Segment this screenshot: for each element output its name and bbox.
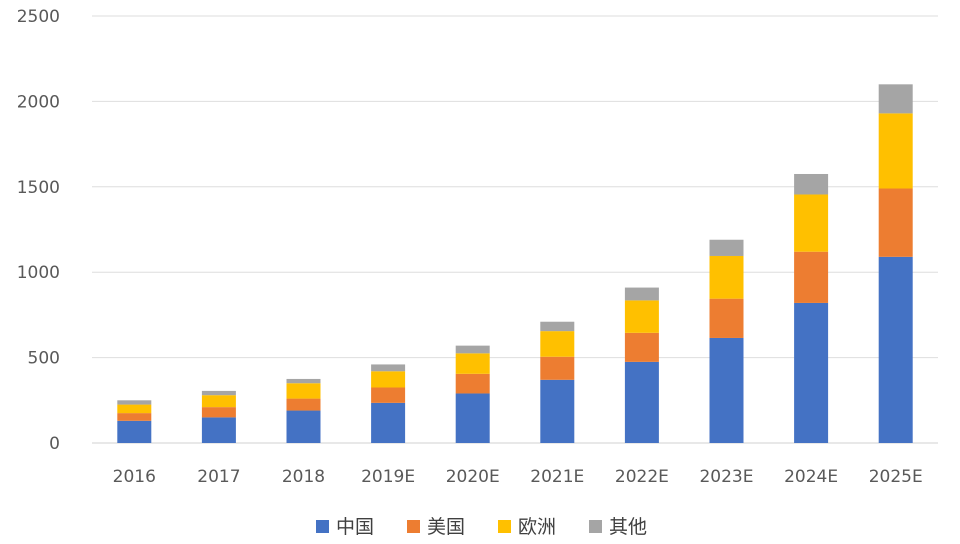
legend-swatch	[407, 520, 420, 533]
bar-segment	[117, 404, 152, 414]
bar-segment	[540, 379, 575, 443]
bar-segment	[878, 84, 913, 114]
bar-segment	[794, 194, 829, 252]
bar-segment	[455, 373, 490, 394]
bar-segment	[709, 337, 744, 443]
legend-label: 美国	[427, 516, 465, 538]
x-tick-label: 2025E	[869, 467, 923, 487]
bar-segment	[624, 361, 659, 443]
bar-segment	[878, 256, 913, 443]
bar-segment	[286, 378, 321, 384]
bar-segment	[371, 387, 406, 403]
legend-swatch	[498, 520, 511, 533]
y-tick-label: 0	[49, 434, 60, 454]
legend-swatch	[316, 520, 329, 533]
legend-label: 其他	[609, 516, 647, 538]
bar-segment	[455, 345, 490, 354]
x-tick-label: 2018	[282, 467, 325, 487]
bar-segment	[794, 251, 829, 303]
bar-segment	[286, 398, 321, 411]
x-tick-label: 2016	[113, 467, 156, 487]
y-tick-label: 1000	[17, 263, 60, 283]
bar-segment	[117, 400, 152, 405]
bar-segment	[201, 390, 236, 396]
bar-segment	[794, 173, 829, 195]
bar-segment	[709, 298, 744, 338]
bar-segment	[709, 239, 744, 256]
bar-segment	[624, 287, 659, 301]
x-tick-label: 2022E	[615, 467, 669, 487]
y-tick-label: 2000	[17, 92, 60, 112]
bar-segment	[624, 332, 659, 362]
bar-segment	[201, 395, 236, 408]
legend: 中国 美国 欧洲 其他	[316, 516, 647, 538]
bar-segment	[117, 420, 152, 443]
legend-label: 欧洲	[518, 516, 556, 538]
legend-label: 中国	[336, 516, 374, 538]
x-tick-label: 2024E	[784, 467, 838, 487]
bar-segment	[540, 356, 575, 380]
bar-segment	[286, 410, 321, 443]
x-tick-label: 2023E	[699, 467, 753, 487]
bars	[117, 84, 913, 443]
bar-segment	[455, 353, 490, 374]
bar-segment	[455, 393, 490, 443]
bar-segment	[878, 113, 913, 189]
x-tick-label: 2020E	[446, 467, 500, 487]
bar-segment	[371, 364, 406, 372]
y-axis-ticks: 0 500 1000 1500 2000 2500	[17, 7, 60, 454]
x-tick-label: 2019E	[361, 467, 415, 487]
bar-segment	[201, 417, 236, 443]
legend-swatch	[589, 520, 602, 533]
bar-segment	[540, 331, 575, 357]
y-tick-label: 1500	[17, 178, 60, 198]
bar-segment	[371, 371, 406, 388]
bar-segment	[624, 300, 659, 333]
bar-segment	[201, 407, 236, 418]
y-tick-label: 2500	[17, 7, 60, 27]
x-tick-label: 2021E	[530, 467, 584, 487]
bar-segment	[878, 188, 913, 257]
bar-segment	[540, 321, 575, 332]
bar-segment	[709, 255, 744, 299]
x-axis-ticks: 2016 2017 2018 2019E 2020E 2021E 2022E 2023E 202…	[113, 467, 923, 487]
x-tick-label: 2017	[197, 467, 240, 487]
y-tick-label: 500	[28, 349, 60, 369]
bar-segment	[117, 413, 152, 421]
bar-segment	[286, 383, 321, 399]
bar-segment	[371, 402, 406, 443]
bar-segment	[794, 302, 829, 443]
